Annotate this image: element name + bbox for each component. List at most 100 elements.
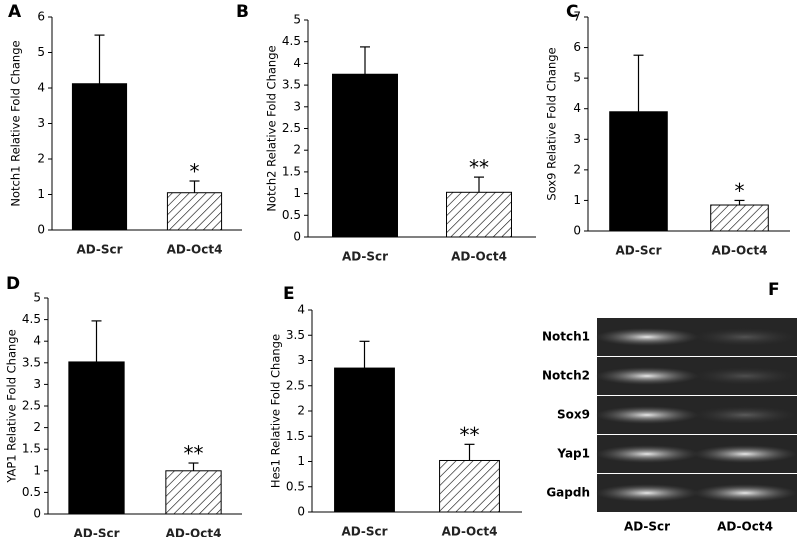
y-tick-label: 3.5 (282, 78, 301, 92)
row-label: Gapdh (546, 486, 590, 500)
y-tick-label: 2 (33, 420, 41, 434)
y-tick-label: 4.5 (282, 34, 301, 48)
y-tick-label: 6 (37, 10, 45, 24)
gel-band (693, 328, 797, 346)
y-axis-label: Hes1 Relative Fold Change (269, 334, 283, 488)
y-axis-label: Notch1 Relative Fold Change (9, 40, 23, 206)
x-tick-label: AD-Scr (341, 525, 387, 537)
bar (446, 191, 512, 238)
y-tick-label: 5 (37, 45, 45, 59)
bar (165, 470, 222, 515)
column-label: AD-Oct4 (717, 520, 773, 534)
y-tick-label: 3.5 (286, 328, 305, 342)
y-tick-label: 0 (573, 224, 581, 238)
y-tick-label: 2.5 (22, 399, 41, 413)
y-tick-label: 0 (33, 507, 41, 521)
bar (332, 73, 398, 238)
bar (334, 367, 395, 513)
y-tick-label: 1.5 (282, 164, 301, 178)
y-tick-label: 0 (37, 223, 45, 237)
y-tick-label: 1 (37, 187, 45, 201)
x-tick-label: AD-Scr (342, 250, 388, 264)
bar (71, 83, 128, 231)
row-label: Sox9 (557, 408, 590, 422)
gel-band (595, 484, 699, 502)
y-tick-label: 3 (297, 353, 305, 367)
y-tick-label: 4 (293, 56, 301, 70)
y-tick-label: 0.5 (282, 208, 301, 222)
y-tick-label: 1 (297, 454, 305, 468)
significance: ** (469, 156, 489, 180)
gel-band (595, 328, 699, 346)
x-tick-label: AD-Scr (615, 244, 661, 258)
gel-band (693, 484, 797, 502)
y-tick-label: 4 (33, 334, 41, 348)
y-tick-label: 5 (293, 13, 301, 27)
x-tick-label: AD-Oct4 (712, 244, 768, 258)
y-tick-label: 1.5 (22, 442, 41, 456)
bar (710, 204, 769, 232)
significance: ** (460, 423, 480, 447)
gel-band (595, 445, 699, 463)
gel-band (595, 367, 699, 385)
significance: * (735, 179, 745, 203)
panel-label: F (768, 280, 780, 300)
y-tick-label: 0.5 (286, 479, 305, 493)
x-tick-label: AD-Scr (76, 243, 122, 257)
y-tick-label: 4 (297, 303, 305, 317)
bar (68, 361, 125, 515)
gel-band (693, 445, 797, 463)
x-tick-label: AD-Oct4 (167, 243, 223, 257)
x-tick-label: AD-Scr (73, 527, 119, 537)
gel-band (595, 406, 699, 424)
y-tick-label: 2.5 (282, 121, 301, 135)
y-tick-label: 3 (293, 99, 301, 113)
y-tick-label: 1 (293, 186, 301, 200)
row-label: Notch1 (542, 330, 590, 344)
y-axis-label: YAP1 Relative Fold Change (5, 329, 19, 483)
y-tick-label: 6 (573, 40, 581, 54)
significance: ** (184, 442, 204, 466)
x-tick-label: AD-Oct4 (166, 527, 222, 537)
y-axis-label: Notch2 Relative Fold Change (265, 45, 279, 211)
y-tick-label: 2 (293, 143, 301, 157)
gel-band (693, 406, 797, 424)
y-axis-label: Sox9 Relative Fold Change (545, 47, 559, 200)
row-label: Yap1 (556, 447, 590, 461)
row-label: Notch2 (542, 369, 590, 383)
y-tick-label: 3 (33, 377, 41, 391)
y-tick-label: 0 (293, 230, 301, 244)
y-tick-label: 0.5 (22, 485, 41, 499)
x-tick-label: AD-Oct4 (451, 250, 507, 264)
gel-band (693, 367, 797, 385)
column-label: AD-Scr (624, 520, 670, 534)
bar (439, 459, 500, 513)
gel-image (595, 318, 797, 512)
y-tick-label: 1.5 (286, 429, 305, 443)
y-tick-label: 0 (297, 505, 305, 519)
bar (166, 192, 223, 231)
y-tick-label: 2 (37, 152, 45, 166)
panel-label: C (566, 2, 578, 22)
panel-label: E (283, 284, 295, 304)
y-tick-label: 4 (37, 81, 45, 95)
panel-label: B (236, 2, 249, 22)
y-tick-label: 1 (573, 193, 581, 207)
y-tick-label: 2 (297, 404, 305, 418)
y-tick-label: 7 (573, 10, 581, 24)
y-tick-label: 5 (33, 291, 41, 305)
y-tick-label: 5 (573, 71, 581, 85)
y-tick-label: 2 (573, 162, 581, 176)
y-tick-label: 4 (573, 101, 581, 115)
y-tick-label: 3 (37, 116, 45, 130)
y-tick-label: 3 (573, 132, 581, 146)
panel-label: D (6, 274, 20, 294)
x-tick-label: AD-Oct4 (442, 525, 498, 537)
y-tick-label: 2.5 (286, 378, 305, 392)
significance: * (190, 160, 200, 184)
panel-label: A (8, 2, 22, 22)
y-tick-label: 4.5 (22, 312, 41, 326)
y-tick-label: 1 (33, 463, 41, 477)
bar (609, 111, 668, 232)
